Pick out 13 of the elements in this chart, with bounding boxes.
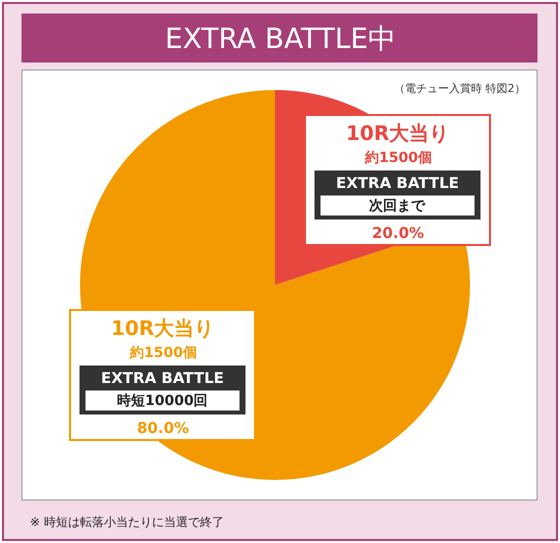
slice-label: 10R大当り <box>346 121 450 145</box>
slice-label: 10R大当り <box>111 316 214 340</box>
data-label: 80.0% <box>137 419 190 437</box>
text: 約1500個 <box>129 345 197 361</box>
text: EXTRA BATTLE <box>101 369 224 387</box>
text: EXTRA BATTLE <box>336 174 459 192</box>
text: ※ 時短は転落小当たりに当選で終了 <box>30 515 224 529</box>
chart-subtitle: （電チュー入賞時 特図2） <box>394 82 526 95</box>
chart-title: EXTRA BATTLE中 <box>165 22 396 55</box>
text: 約1500個 <box>364 150 432 166</box>
text: 次回まで <box>369 198 426 214</box>
data-label: 20.0% <box>372 224 424 242</box>
text: 時短10000回 <box>117 393 208 409</box>
